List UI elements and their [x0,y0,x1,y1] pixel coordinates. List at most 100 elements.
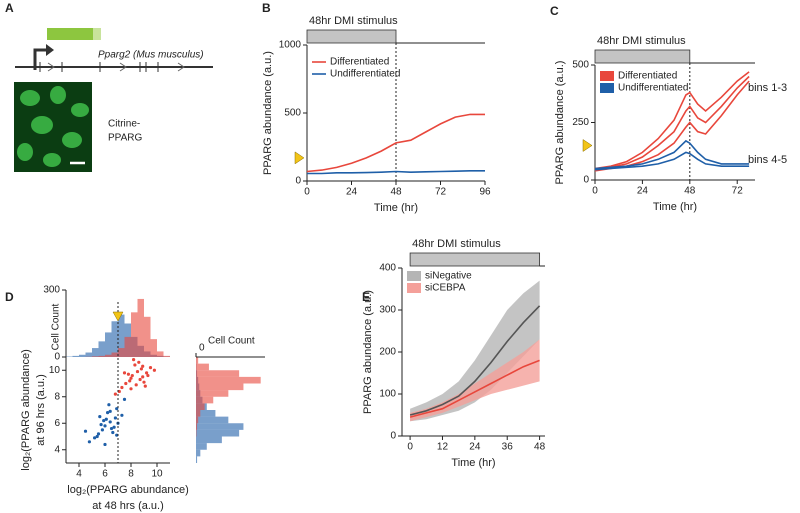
cells [17,86,89,167]
legend-label: Undifferentiated [618,83,688,94]
x-tick-label: 0 [407,442,413,453]
y-tick-label: 500 [572,60,589,71]
point [108,420,112,424]
panel-a: A Pparg2 (Mus musculus) Citrine- PPARG [5,1,213,172]
point [132,358,136,362]
histogram-bar [72,355,79,357]
y-axis-label: PPARG abundance (a.u.) [362,290,374,414]
y-tick-label: 250 [572,117,589,128]
histogram-bar [118,314,125,357]
histogram-bar [79,354,86,357]
stimulus-bar [594,49,691,64]
point [103,424,107,428]
legend-label: Undifferentiated [330,69,400,80]
histogram-bar [105,332,112,357]
histogram-bar [131,312,138,357]
point [108,409,112,413]
series-line [306,113,485,173]
x-tick-label: 4 [76,469,82,480]
point [141,375,145,379]
x-tick-label: 72 [732,186,744,197]
series-line [307,170,485,175]
point [134,383,138,387]
point [148,366,153,370]
threshold-marker [582,139,593,152]
histogram-bar [196,390,229,397]
x-tick-label: 72 [435,187,447,198]
histogram-bar [196,383,244,391]
legend-swatch [407,283,421,293]
point [120,385,124,390]
point [100,428,104,432]
point [142,380,146,384]
panel-label: E [362,290,370,304]
y-tick-label: 0 [54,352,60,363]
point [107,403,111,407]
histogram-bar [144,316,151,357]
band [410,280,540,422]
histogram-bar [196,403,205,410]
histogram-bar [137,298,144,357]
histogram-bar [196,429,240,437]
histogram-bar [196,357,199,364]
histogram-bar [150,339,157,357]
y-tick-label: 200 [379,347,396,358]
histogram-bar [196,376,261,384]
y-tick-label: 4 [54,444,60,455]
point [128,379,132,383]
point [113,416,117,420]
stimulus-bar [306,29,397,44]
point [143,384,147,388]
point [111,430,115,435]
histogram-bar [196,423,198,430]
x-tick-label: 24 [637,186,649,197]
histogram-bar [196,410,216,417]
series-line [409,359,540,418]
point [113,392,117,396]
x-tick-label: 48 [684,186,696,197]
x-tick-label: 10 [151,469,163,480]
point [122,371,127,375]
arrow-head [46,44,54,56]
image-label: PPARG [108,133,142,144]
histogram-bar [118,348,125,357]
legend-label: siCEBPA [425,283,466,294]
point [138,377,142,382]
point [112,425,116,429]
histogram-bar [196,416,229,424]
x-tick-label: 36 [502,442,514,453]
hist-label: Cell Count [208,336,255,347]
legend-swatch [600,83,614,93]
histogram-bar [98,341,105,357]
histogram-bar [196,456,198,463]
histogram-bar [92,356,99,357]
x-tick-label: 24 [469,442,481,453]
x-axis-label: at 48 hrs (a.u.) [92,500,164,512]
point [93,436,97,440]
point [139,367,143,371]
y-tick-label: 500 [284,108,301,119]
threshold-marker [112,311,124,322]
histogram-bar [124,336,131,357]
histogram-bar [157,351,164,357]
point [145,371,149,375]
exon-ticks [39,62,159,72]
y-tick-label: 100 [379,389,396,400]
y-axis-label: log₂(PPARG abundance) [20,349,32,470]
histogram-bar [196,423,244,430]
point [87,440,91,444]
point [141,364,145,368]
histogram-bar [196,449,201,457]
point [126,372,130,376]
y-tick-label: 0 [390,431,396,442]
x-tick-label: 12 [437,442,449,453]
annotation: bins 1-3 [748,82,787,94]
point [137,360,141,364]
point [129,376,133,380]
legend-swatch [407,271,421,281]
x-tick-label: 6 [102,469,108,480]
y-tick-label: 0 [583,175,589,186]
series-line [594,75,750,171]
